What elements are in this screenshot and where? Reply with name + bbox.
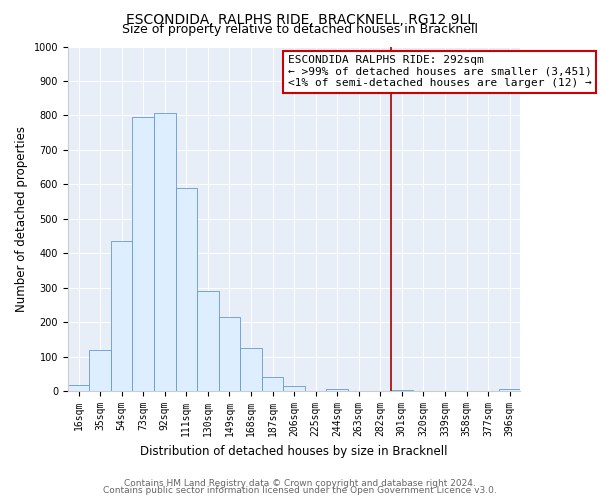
Bar	[133, 117, 154, 391]
Text: ESCONDIDA RALPHS RIDE: 292sqm
← >99% of detached houses are smaller (3,451)
<1% : ESCONDIDA RALPHS RIDE: 292sqm ← >99% of …	[287, 55, 592, 88]
Bar	[262, 378, 283, 391]
Text: Contains public sector information licensed under the Open Government Licence v3: Contains public sector information licen…	[103, 486, 497, 495]
Y-axis label: Number of detached properties: Number of detached properties	[15, 126, 28, 312]
Bar	[326, 390, 348, 391]
X-axis label: Distribution of detached houses by size in Bracknell: Distribution of detached houses by size …	[140, 444, 448, 458]
Bar	[218, 317, 240, 391]
Bar	[499, 390, 520, 391]
Text: Contains HM Land Registry data © Crown copyright and database right 2024.: Contains HM Land Registry data © Crown c…	[124, 478, 476, 488]
Bar	[111, 242, 133, 391]
Text: ESCONDIDA, RALPHS RIDE, BRACKNELL, RG12 9LL: ESCONDIDA, RALPHS RIDE, BRACKNELL, RG12 …	[125, 12, 475, 26]
Bar	[68, 385, 89, 391]
Text: Size of property relative to detached houses in Bracknell: Size of property relative to detached ho…	[122, 24, 478, 36]
Bar	[240, 348, 262, 391]
Bar	[176, 188, 197, 391]
Bar	[197, 291, 218, 391]
Bar	[89, 350, 111, 391]
Bar	[391, 390, 413, 391]
Bar	[154, 112, 176, 391]
Bar	[283, 386, 305, 391]
